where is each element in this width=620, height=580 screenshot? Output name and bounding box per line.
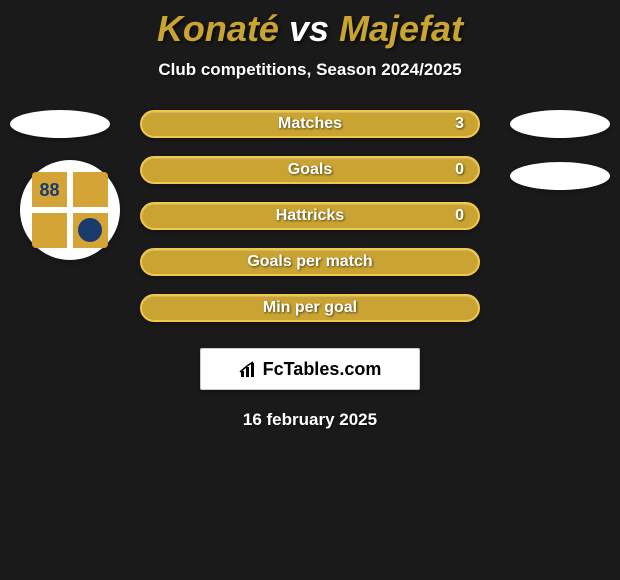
stat-label: Matches (278, 115, 342, 133)
stat-bar-goals-per-match: Goals per match (140, 248, 480, 276)
stat-bar-matches: Matches 3 (140, 110, 480, 138)
comparison-area: 88 Matches 3 Goals 0 Hattricks 0 Goals p… (0, 110, 620, 322)
stat-value: 3 (455, 115, 464, 133)
stats-bars: Matches 3 Goals 0 Hattricks 0 Goals per … (140, 110, 480, 322)
badge-shield: 88 (32, 172, 108, 248)
club-badge: 88 (20, 160, 120, 260)
player2-name: Majefat (339, 8, 463, 49)
page-title: Konaté vs Majefat (0, 0, 620, 50)
stat-bar-min-per-goal: Min per goal (140, 294, 480, 322)
badge-ball-icon (78, 218, 102, 242)
stat-bar-hattricks: Hattricks 0 (140, 202, 480, 230)
stat-label: Goals (288, 161, 332, 179)
chart-icon (239, 361, 259, 377)
subtitle: Club competitions, Season 2024/2025 (0, 60, 620, 80)
vs-text: vs (289, 8, 329, 49)
right-ellipse-2 (510, 162, 610, 190)
stat-label: Min per goal (263, 299, 357, 317)
logo-text: FcTables.com (239, 359, 382, 380)
left-ellipse (10, 110, 110, 138)
fctables-logo: FcTables.com (200, 348, 420, 390)
logo-label: FcTables.com (263, 359, 382, 380)
stat-bar-goals: Goals 0 (140, 156, 480, 184)
badge-stripe-v (67, 172, 73, 248)
stat-value: 0 (455, 207, 464, 225)
badge-inner: 88 (32, 172, 108, 248)
stat-value: 0 (455, 161, 464, 179)
stat-label: Goals per match (247, 253, 372, 271)
player1-name: Konaté (157, 8, 279, 49)
date-text: 16 february 2025 (0, 410, 620, 430)
right-ellipse-1 (510, 110, 610, 138)
stat-label: Hattricks (276, 207, 344, 225)
badge-number: 88 (32, 180, 67, 201)
